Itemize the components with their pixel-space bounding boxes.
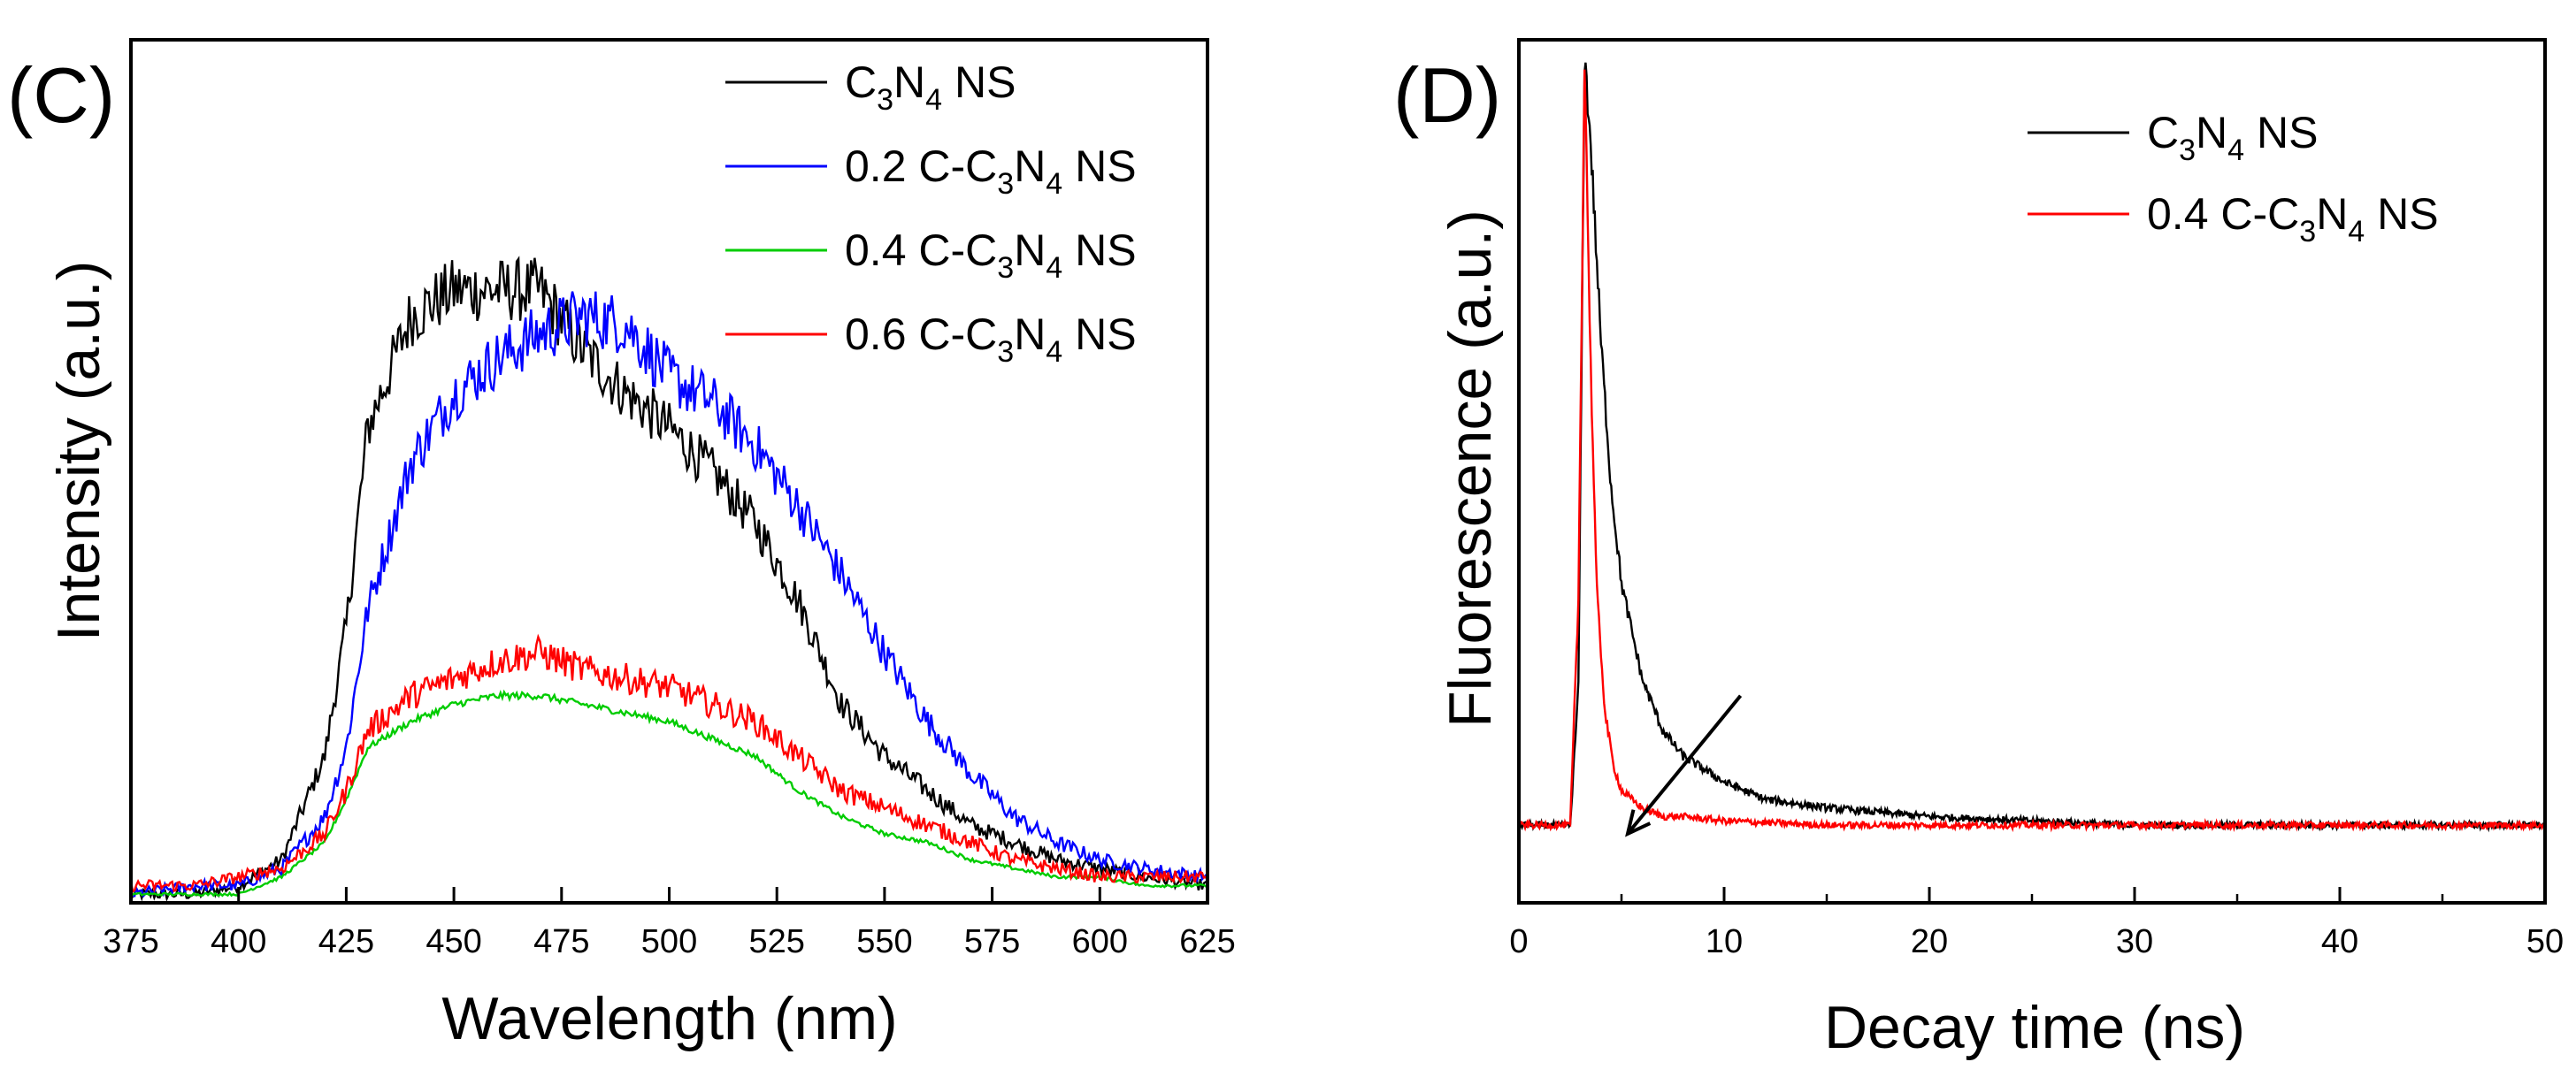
panel-d-legend-label-2: 0.4 C-C3N4 NS	[2147, 189, 2439, 248]
panel-c-x-tick-label-425: 425	[318, 923, 374, 960]
panel-c-x-tick-label-450: 450	[426, 923, 481, 960]
panel-c-x-tick-label-475: 475	[533, 923, 589, 960]
panel-c-x-tick-label-625: 625	[1179, 923, 1235, 960]
panel-d-legend-label-1: C3N4 NS	[2147, 108, 2318, 167]
panel-c-y-axis-title: Intensity (a.u.)	[45, 261, 112, 642]
panel-c-x-tick-label-500: 500	[641, 923, 697, 960]
panel-d-y-axis-title: Fluorescence (a.u.)	[1437, 210, 1504, 728]
panel-c-legend-label-4: 0.6 C-C3N4 NS	[845, 309, 1137, 369]
panel-d-legend: C3N4 NS 0.4 C-C3N4 NS	[2028, 108, 2439, 248]
panel-d-x-tick-label-20: 20	[1911, 923, 1948, 960]
panel-c-series-line-1	[129, 256, 1208, 902]
panel-d-arrow-head	[1625, 809, 1652, 837]
panel-d-plot-frame	[1517, 38, 2547, 905]
panel-d-arrow-shaft	[1626, 694, 1743, 836]
panel-c-legend-label-2: 0.2 C-C3N4 NS	[845, 141, 1137, 201]
panel-c-x-tick-label-375: 375	[103, 923, 158, 960]
panel-c-legend: C3N4 NS 0.2 C-C3N4 NS 0.4 C-C3N4 NS 0.6 C-C…	[725, 57, 1137, 369]
panel-c-x-tick-label-550: 550	[856, 923, 912, 960]
panel-d: (D) Fluorescence (a.u.) Decay time (ns) …	[1393, 38, 2564, 1061]
panel-d-x-tick-label-10: 10	[1706, 923, 1743, 960]
panel-c-series-line-2	[129, 291, 1209, 898]
panel-c-legend-label-1: C3N4 NS	[845, 57, 1016, 117]
panel-c-x-axis: 375 400 425 450 475 500 525 550 575 600 625	[103, 887, 1236, 960]
panel-c-series-line-4	[129, 633, 1209, 893]
panel-c-legend-label-3: 0.4 C-C3N4 NS	[845, 225, 1137, 285]
panel-c-series-group	[129, 256, 1209, 902]
panel-c-x-tick-label-575: 575	[964, 923, 1020, 960]
panel-d-series-line-2	[1517, 69, 2547, 833]
panel-d-x-tick-label-40: 40	[2321, 923, 2358, 960]
panel-d-x-tick-label-30: 30	[2116, 923, 2153, 960]
panel-c-x-tick-label-525: 525	[748, 923, 804, 960]
panel-d-series-line-1	[1517, 62, 2546, 833]
panel-c-x-axis-title: Wavelength (nm)	[441, 985, 897, 1052]
panel-c-x-tick-label-400: 400	[211, 923, 266, 960]
panel-d-x-tick-label-0: 0	[1509, 923, 1528, 960]
panel-c-label: (C)	[7, 51, 115, 139]
panel-d-label: (D)	[1393, 51, 1501, 139]
panel-d-x-tick-label-50: 50	[2526, 923, 2564, 960]
panel-d-series-group	[1517, 62, 2547, 833]
panel-c-x-tick-label-600: 600	[1072, 923, 1128, 960]
panel-d-annotation-arrow	[1625, 694, 1743, 837]
panel-c-series-line-3	[130, 689, 1208, 898]
panel-d-x-axis-title: Decay time (ns)	[1824, 994, 2245, 1061]
panel-d-x-axis: 0 10 20 30 40 50	[1509, 887, 2564, 960]
panel-c: (C) Intensity (a.u.) Wavelength (nm) 375…	[7, 38, 1236, 1052]
